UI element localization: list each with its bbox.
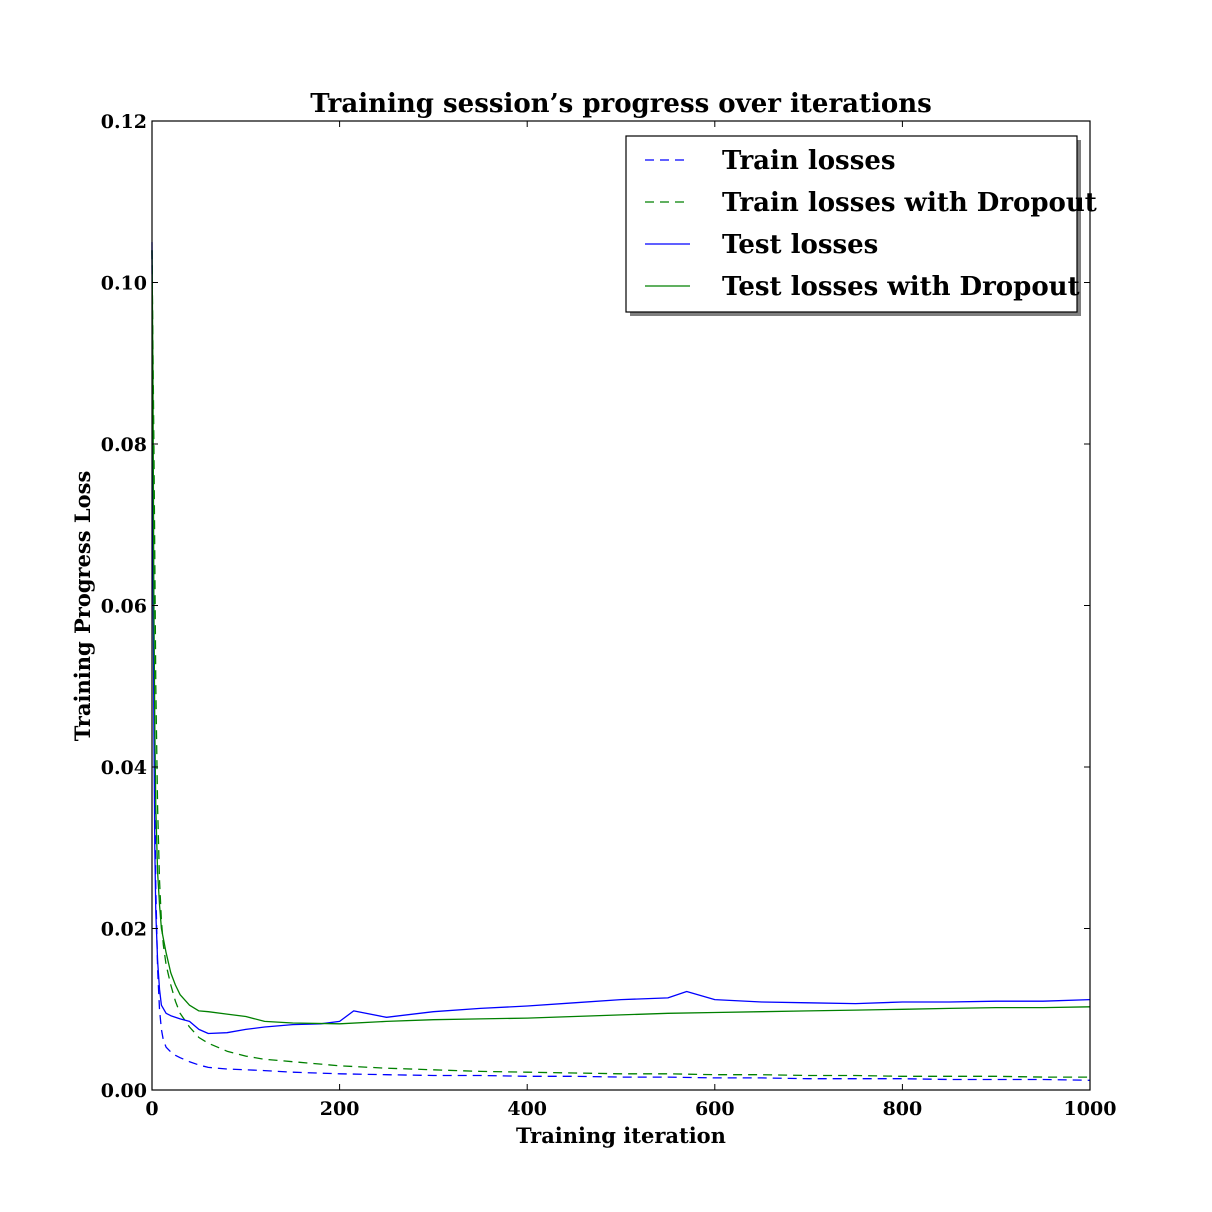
tick-layer: 0 200 400 600 800 1000 0.00 0.02 0.04 0.06 0.08 0.1… — [101, 111, 1117, 1120]
series-line-3 — [151, 250, 1091, 1025]
y-tick-label: 0.06 — [101, 596, 147, 618]
x-tick-label: 1000 — [1064, 1098, 1117, 1120]
x-tick-label: 400 — [507, 1098, 547, 1120]
x-tick-label: 200 — [320, 1098, 360, 1120]
x-axis-label: Training iteration — [516, 1123, 726, 1148]
x-tick-label: 800 — [883, 1098, 923, 1120]
chart-title: Training session’s progress over iterati… — [310, 89, 932, 119]
series-line-2 — [151, 242, 1091, 1035]
y-tick-label: 0.04 — [101, 757, 147, 779]
legend-label-0: Train losses — [722, 146, 896, 176]
y-tick-label: 0.08 — [101, 434, 147, 456]
y-tick-label: 0.12 — [101, 111, 147, 133]
legend-label-3: Test losses with Dropout — [722, 272, 1080, 302]
legend-label-2: Test losses — [722, 230, 878, 260]
legend-label-1: Train losses with Dropout — [722, 188, 1097, 218]
legend-box — [625, 135, 1078, 313]
series-line-0 — [151, 250, 1091, 1081]
y-axis-label: Training Progress Loss — [70, 471, 95, 742]
series-line-1 — [151, 250, 1090, 1078]
y-tick-label: 0.10 — [101, 273, 147, 295]
x-tick-label: 600 — [695, 1098, 735, 1120]
x-tick-label: 0 — [145, 1098, 158, 1120]
y-tick-label: 0.00 — [101, 1080, 147, 1102]
legend: Train losses Train losses with Dropout Tes… — [625, 135, 1097, 316]
y-tick-label: 0.02 — [101, 919, 147, 941]
series-layer — [151, 242, 1091, 1081]
legend-entries: Train losses Train losses with Dropout Tes… — [645, 146, 1097, 302]
